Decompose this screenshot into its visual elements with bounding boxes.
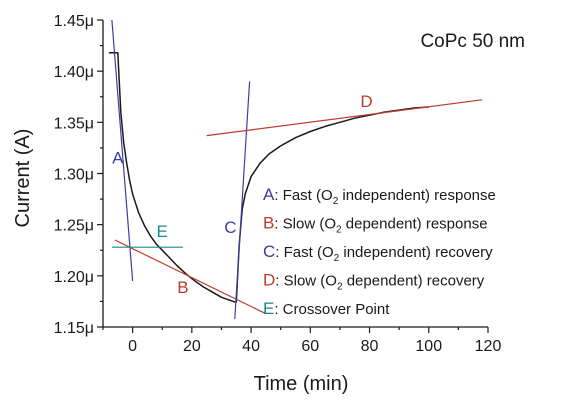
x-tick-label: 0	[128, 338, 137, 355]
legend-subscript: 2	[337, 282, 343, 293]
legend-entry: E: Crossover Point	[263, 299, 390, 318]
legend-entry: C: Fast (O2 independent) recovery	[263, 242, 493, 264]
legend-key: B	[263, 214, 274, 233]
x-tick-label: 60	[301, 338, 319, 355]
x-tick-label: 40	[242, 338, 260, 355]
data-series	[108, 51, 429, 304]
x-axis-label: Time (min)	[254, 373, 349, 395]
fit-label-a: A	[112, 148, 124, 167]
chart-title: CoPc 50 nm	[420, 31, 525, 52]
legend-text: dependent) recovery	[343, 273, 485, 290]
y-axis-label: Current (A)	[12, 129, 34, 228]
fit-label-e: E	[157, 222, 168, 241]
x-tick-label: 20	[183, 338, 201, 355]
y-tick-label: 1.15μ	[54, 320, 94, 337]
y-tick-label: 1.45μ	[54, 13, 94, 30]
legend-entry: D: Slow (O2 dependent) recovery	[263, 271, 485, 293]
legend-text: independent) recovery	[339, 244, 493, 261]
legend-key: C	[263, 242, 275, 261]
x-tick-label: 100	[415, 338, 442, 355]
fit-label-b: B	[177, 278, 188, 297]
legend-entry: B: Slow (O2 dependent) response	[263, 214, 488, 236]
legend-subscript: 2	[334, 253, 340, 264]
y-tick-label: 1.25μ	[54, 218, 94, 235]
y-tick-label: 1.40μ	[54, 64, 94, 81]
legend-subscript: 2	[336, 225, 342, 236]
legend-text: : Fast (O	[275, 244, 333, 261]
legend-text: independent) response	[338, 187, 496, 204]
legend-key: A	[263, 185, 275, 204]
legend-entry: A: Fast (O2 independent) response	[263, 185, 496, 207]
legend-text: : Slow (O	[275, 273, 337, 290]
fit-line-a	[111, 19, 134, 281]
x-tick-label: 120	[475, 338, 502, 355]
fit-label-c: C	[224, 218, 236, 237]
x-tick-label: 80	[361, 338, 379, 355]
y-tick-label: 1.20μ	[54, 269, 94, 286]
fit-lines	[111, 19, 483, 319]
legend-text: : Fast (O	[274, 187, 332, 204]
legend-text: : Crossover Point	[274, 301, 390, 318]
y-tick-label: 1.30μ	[54, 167, 94, 184]
y-tick-label: 1.35μ	[54, 115, 94, 132]
legend-text: dependent) response	[342, 216, 488, 233]
fit-line-d	[206, 99, 483, 137]
current-curve	[108, 51, 237, 304]
legend-key: E	[263, 299, 274, 318]
x-ticks: 0 20 40 60 80 100 120	[102, 327, 502, 355]
fit-line-b	[114, 239, 267, 315]
fit-label-d: D	[360, 92, 372, 111]
y-ticks: 1.15μ 1.20μ 1.25μ 1.30μ 1.35μ 1.40μ 1.45μ	[54, 13, 103, 337]
legend-key: D	[263, 271, 275, 290]
legend-subscript: 2	[333, 196, 339, 207]
fit-line-c	[234, 81, 251, 319]
legend-text: : Slow (O	[274, 216, 336, 233]
